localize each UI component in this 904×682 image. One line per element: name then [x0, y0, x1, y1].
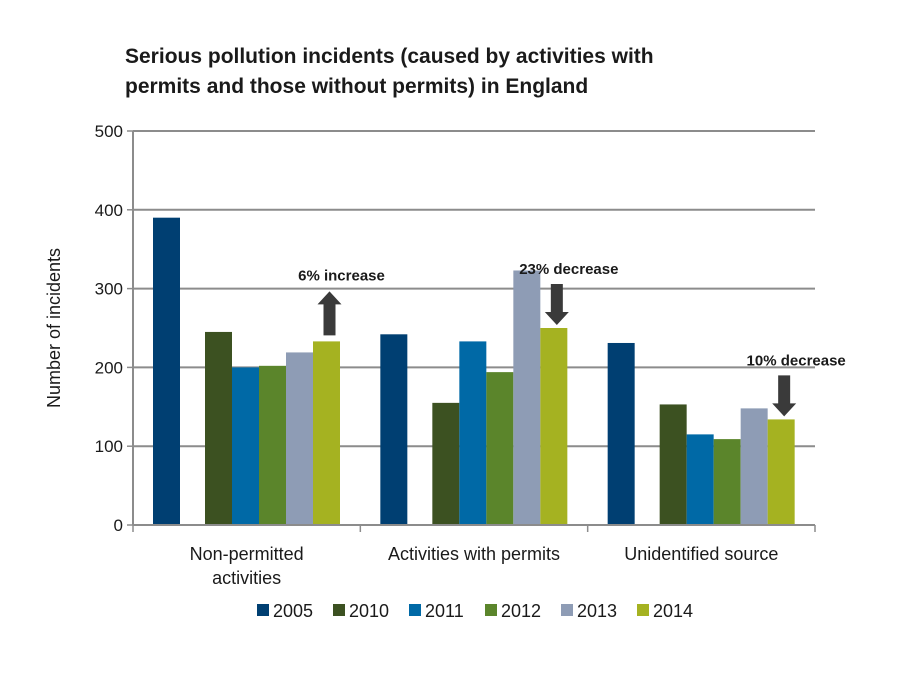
annotation-label: 23% decrease — [519, 261, 618, 278]
legend-swatch — [561, 604, 573, 616]
chart-title-line: permits and those without permits) in En… — [125, 75, 588, 98]
bar-2012 — [713, 439, 741, 525]
bar-2013 — [740, 408, 768, 525]
chart-title: Serious pollution incidents (caused by a… — [125, 45, 654, 98]
bar-2005 — [380, 334, 408, 525]
legend-label: 2014 — [653, 601, 693, 621]
x-axis-categories: Non-permitted activities Activities with p… — [190, 544, 779, 588]
bar-2005 — [607, 342, 635, 525]
bar-2014 — [313, 341, 340, 525]
bar-2005 — [153, 217, 180, 525]
legend-swatch — [257, 604, 269, 616]
bar-2010 — [659, 404, 687, 525]
category-label: Activities with permits — [388, 544, 560, 564]
bar-2013 — [513, 270, 541, 525]
arrow-up-icon — [317, 291, 342, 336]
bars — [153, 217, 795, 525]
bar-2012 — [259, 365, 286, 525]
legend-swatch — [409, 604, 421, 616]
category-label: Non-permitted — [190, 544, 304, 564]
annotation-label: 10% decrease — [747, 352, 846, 369]
bar-2012 — [486, 372, 514, 525]
category-label: Unidentified source — [624, 544, 778, 564]
y-tick-label: 400 — [95, 201, 123, 220]
y-tick-label: 300 — [95, 280, 123, 299]
annotations: 6% increase 23% decrease 10% decrease — [298, 261, 846, 417]
legend-label: 2011 — [425, 601, 464, 621]
legend-swatch — [333, 604, 345, 616]
y-tick-label: 100 — [95, 437, 123, 456]
legend: 2005 2010 2011 2012 2013 2014 — [257, 601, 693, 621]
annotation-label: 6% increase — [298, 267, 385, 284]
y-tick-label: 0 — [114, 516, 123, 535]
axes — [132, 131, 816, 532]
y-axis-label: Number of incidents — [44, 248, 64, 408]
y-tick-label: 200 — [95, 358, 123, 377]
arrow-down-icon — [544, 284, 569, 325]
legend-label: 2012 — [501, 601, 541, 621]
bar-2011 — [459, 341, 487, 525]
bar-2011 — [686, 434, 714, 525]
arrow-down-icon — [772, 375, 797, 417]
category-label: activities — [212, 568, 281, 588]
y-tick-label: 500 — [95, 122, 123, 141]
chart-title-line: Serious pollution incidents (caused by a… — [125, 45, 654, 68]
bar-2010 — [432, 402, 460, 525]
legend-label: 2005 — [273, 601, 313, 621]
bar-2014 — [767, 419, 795, 525]
bar-2014 — [540, 328, 568, 525]
bar-2013 — [286, 352, 313, 525]
y-axis-ticks: 0 100 200 300 400 500 — [95, 122, 133, 535]
legend-swatch — [637, 604, 649, 616]
legend-label: 2010 — [349, 601, 389, 621]
legend-swatch — [485, 604, 497, 616]
bar-2010 — [205, 331, 232, 525]
bar-2011 — [232, 367, 259, 525]
legend-label: 2013 — [577, 601, 617, 621]
